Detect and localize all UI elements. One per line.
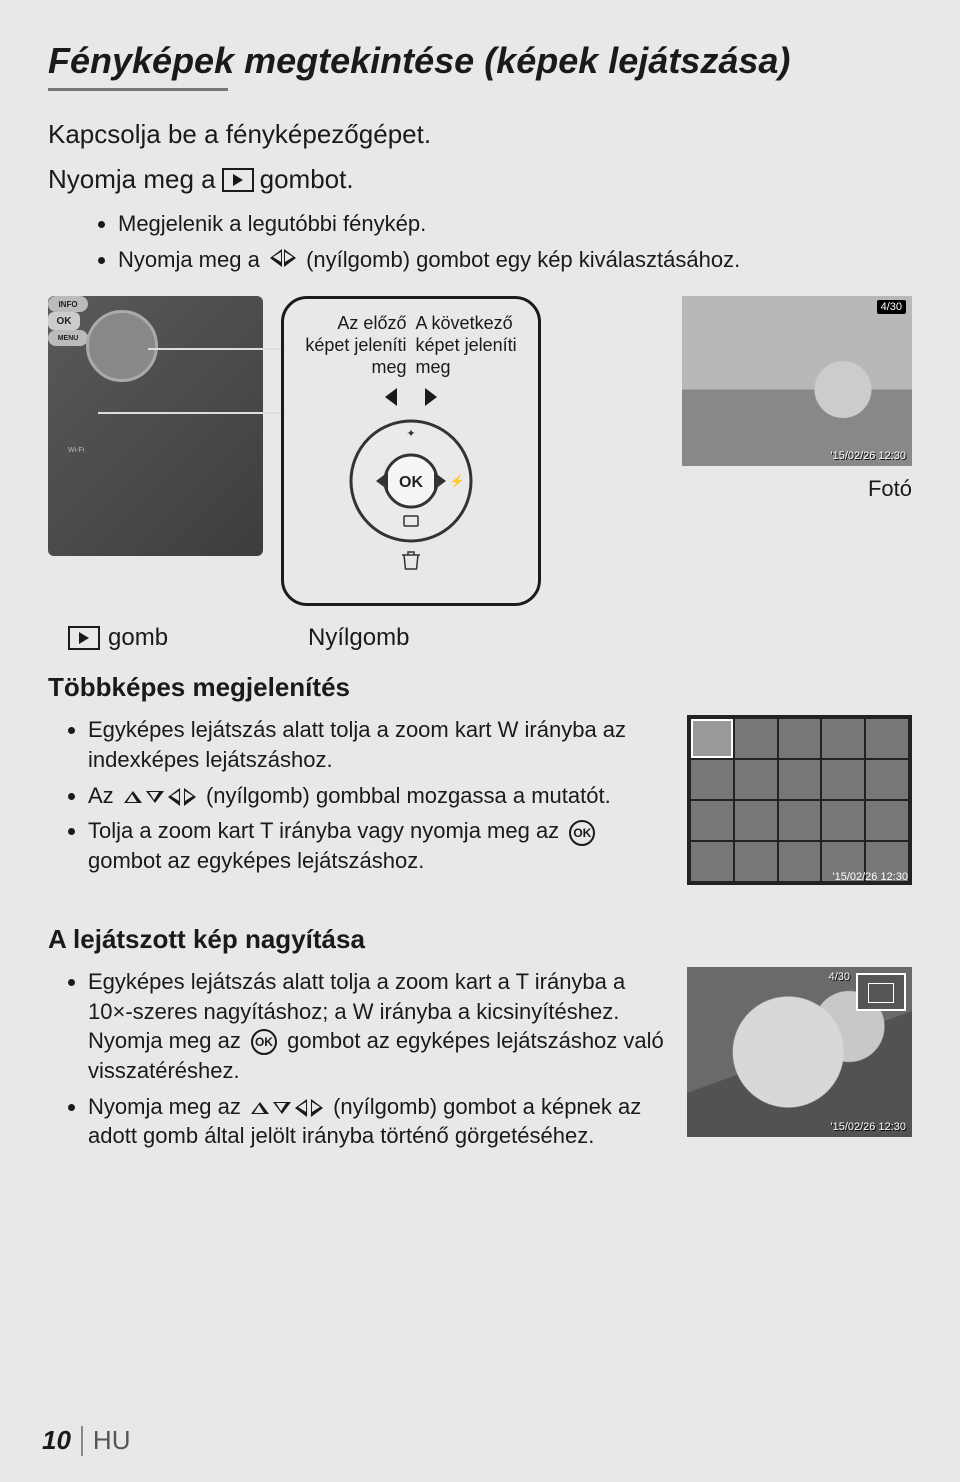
dpad-arrows-icon (124, 788, 196, 806)
page-title: Fényképek megtekintése (képek lejátszása… (48, 40, 912, 82)
left-right-arrow-icon (270, 249, 296, 267)
footer-lang: HU (93, 1425, 131, 1456)
step-two-bullets: Megjelenik a legutóbbi fénykép. Nyomja m… (118, 209, 912, 274)
dpad-arrows-icon (251, 1099, 323, 1117)
bullet-item: Egyképes lejátszás alatt tolja a zoom ka… (88, 967, 673, 1086)
bullet-item: Az (nyílgomb) gombbal mozgassa a mutatót… (88, 781, 673, 811)
playback-button-icon (68, 626, 100, 650)
zoom-bullets: Egyképes lejátszás alatt tolja a zoom ka… (88, 967, 673, 1157)
page-number: 10 (42, 1425, 71, 1456)
camera-illustration: INFO OK MENU Wi-Fi (48, 296, 263, 556)
svg-text:⚡: ⚡ (450, 474, 465, 488)
footer-divider (81, 1426, 83, 1456)
right-arrow-icon (425, 388, 437, 406)
camera-menu-button: MENU (48, 330, 88, 346)
diagram-row: INFO OK MENU Wi-Fi Az előző képet jelení… (48, 296, 912, 606)
bullet-text-part: (nyílgomb) gombot egy kép kiválasztásáho… (306, 247, 740, 272)
multi-bullets: Egyképes lejátszás alatt tolja a zoom ka… (88, 715, 673, 881)
bullet-item: Nyomja meg a (nyílgomb) gombot egy kép k… (118, 245, 912, 275)
step-two: Nyomja meg a gombot. (48, 164, 912, 195)
bullet-text-part: Tolja a zoom kart T irányba vagy nyomja … (88, 818, 559, 843)
svg-text:✦: ✦ (406, 428, 415, 440)
zoom-minimap-icon (856, 973, 906, 1011)
photo-timestamp: '15/02/26 12:30 (830, 450, 906, 462)
gomb-text: gomb (108, 624, 168, 652)
zoom-counter-badge: 4/30 (829, 971, 850, 983)
zoom-timestamp: '15/02/26 12:30 (830, 1121, 906, 1133)
step-two-pre: Nyomja meg a (48, 164, 216, 195)
page-footer: 10 HU (42, 1425, 130, 1456)
photo-counter-badge: 4/30 (877, 300, 906, 314)
ok-button-icon: OK (251, 1029, 277, 1055)
bullet-text-part: gombot az egyképes lejátszáshoz. (88, 848, 424, 873)
callout-line (148, 348, 298, 350)
subheader-multi: Többképes megjelenítés (48, 672, 912, 703)
bullet-item: Nyomja meg az (nyílgomb) gombot a képnek… (88, 1092, 673, 1151)
bullet-item: Megjelenik a legutóbbi fénykép. (118, 209, 912, 239)
photo-preview: 4/30 '15/02/26 12:30 (682, 296, 912, 466)
subheader-zoom: A lejátszott kép nagyítása (48, 924, 912, 955)
bullet-text-part: (nyílgomb) gombbal mozgassa a mutatót. (206, 783, 611, 808)
playback-button-label: gomb (68, 624, 168, 652)
camera-wifi-label: Wi-Fi (68, 447, 84, 454)
arrow-pad-callout: Az előző képet jeleníti meg A következő … (281, 296, 541, 606)
arrow-pad-label: Nyílgomb (308, 624, 409, 652)
title-underline (48, 88, 228, 91)
arrow-pad-dial-icon: OK ✦ ⚡ (346, 416, 476, 546)
ok-label: OK (399, 474, 423, 491)
playback-button-icon (222, 168, 254, 192)
diagram-labels-row: gomb Nyílgomb (68, 624, 912, 652)
callout-line (98, 412, 288, 414)
next-image-label: A következő képet jeleníti meg (416, 313, 524, 378)
bullet-text-part: Az (88, 783, 114, 808)
prev-image-label: Az előző képet jeleníti meg (298, 313, 406, 378)
bullet-item: Egyképes lejátszás alatt tolja a zoom ka… (88, 715, 673, 774)
bullet-text-part: Nyomja meg a (118, 247, 260, 272)
grid-timestamp: '15/02/26 12:30 (832, 871, 908, 883)
camera-ok-button: OK (48, 312, 80, 330)
left-arrow-icon (385, 388, 397, 406)
camera-info-button: INFO (48, 296, 88, 312)
camera-dial-icon (86, 310, 158, 382)
index-playback-preview: '15/02/26 12:30 (687, 715, 912, 885)
bullet-item: Tolja a zoom kart T irányba vagy nyomja … (88, 816, 673, 875)
trash-icon (402, 550, 420, 570)
bullet-text-part: Nyomja meg az (88, 1094, 241, 1119)
ok-button-icon: OK (569, 820, 595, 846)
step-one: Kapcsolja be a fényképezőgépet. (48, 119, 912, 150)
step-two-post: gombot. (260, 164, 354, 195)
zoom-playback-preview: 4/30 '15/02/26 12:30 (687, 967, 912, 1137)
photo-caption: Fotó (868, 476, 912, 502)
